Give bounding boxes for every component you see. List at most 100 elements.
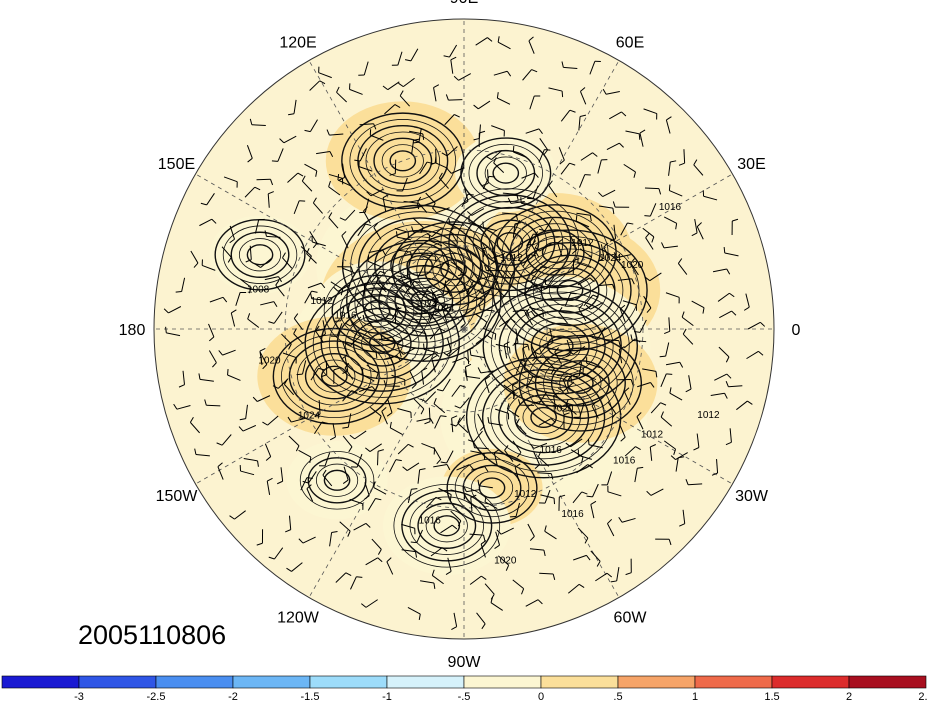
wind-barb	[358, 166, 373, 172]
wind-barb-flag	[422, 133, 425, 140]
wind-barb-flag	[441, 547, 448, 552]
wind-barb-flag	[301, 175, 306, 182]
longitude-label: 60W	[614, 610, 648, 627]
wind-barb-flag	[288, 343, 292, 350]
wind-barb-flag	[596, 561, 601, 567]
wind-barb-flag	[514, 463, 521, 468]
wind-barb-flag	[382, 85, 389, 91]
wind-barb-flag	[449, 494, 452, 501]
wind-barb	[471, 466, 485, 471]
wind-barb-flag	[417, 196, 422, 203]
wind-barb	[650, 402, 661, 414]
wind-barb-flag	[586, 555, 591, 561]
wind-barb	[425, 192, 436, 204]
wind-barb-flag	[328, 212, 333, 218]
wind-barb-flag	[262, 421, 268, 426]
wind-barb	[619, 308, 626, 323]
wind-barb-flag	[366, 191, 372, 197]
wind-barb-flag	[473, 137, 480, 141]
wind-barb-flag	[340, 289, 344, 296]
wind-barb	[414, 312, 429, 315]
wind-barb	[280, 467, 284, 482]
wind-barb	[522, 348, 525, 363]
wind-barb-flag	[729, 292, 735, 298]
wind-barb-flag	[333, 367, 340, 371]
wind-barb	[378, 336, 393, 341]
wind-barb	[607, 401, 617, 414]
wind-barb	[606, 471, 613, 485]
wind-barb-flag	[395, 231, 398, 238]
wind-barb-flag	[440, 415, 447, 417]
wind-barb-flag	[486, 334, 493, 340]
wind-barb-flag	[396, 355, 401, 362]
wind-barb-flag	[538, 128, 543, 134]
wind-barb	[359, 123, 374, 126]
wind-barb-flag	[287, 416, 292, 423]
wind-barb-flag	[492, 275, 497, 281]
contour-value-label: 1012	[571, 238, 594, 249]
wind-barb-flag	[571, 249, 578, 255]
wind-barb	[497, 41, 511, 50]
wind-barb	[435, 162, 449, 169]
wind-barb	[344, 356, 349, 371]
wind-barb	[300, 246, 312, 257]
wind-barb-flag	[646, 490, 652, 496]
wind-barb	[523, 284, 534, 296]
wind-barb-flag	[275, 279, 280, 286]
wind-barb-flag	[639, 129, 646, 134]
isobar-line	[433, 515, 461, 537]
wind-barb	[244, 186, 256, 198]
wind-barb-flag	[311, 290, 318, 293]
wind-barb-flag	[365, 223, 372, 227]
wind-barb	[573, 554, 587, 561]
wind-barb-flag	[482, 246, 489, 250]
wind-barb	[668, 317, 671, 332]
wind-barb-flag	[428, 286, 435, 290]
wind-barb-flag	[726, 373, 732, 379]
isobar-line	[500, 236, 640, 345]
longitude-label: 150E	[158, 156, 195, 173]
wind-barb-flag	[585, 304, 591, 310]
wind-barb	[446, 146, 458, 157]
wind-barb-flag	[573, 375, 580, 378]
wind-barb	[409, 130, 423, 135]
wind-barb	[446, 338, 452, 352]
wind-barb-flag	[377, 549, 382, 555]
contour-value-label: 1016	[561, 509, 584, 520]
wind-barb	[401, 523, 415, 529]
wind-barb-flag	[443, 352, 450, 357]
wind-barb-flag	[440, 461, 447, 464]
wind-barb-flag	[439, 328, 446, 332]
isobar-line	[567, 372, 594, 394]
wind-barb	[397, 236, 412, 241]
isobar-line	[465, 356, 622, 479]
wind-barb-flag	[364, 495, 370, 500]
wind-barb-flag	[389, 173, 396, 176]
wind-barb	[442, 378, 451, 392]
wind-barb	[417, 469, 421, 484]
wind-barb-flag	[285, 529, 291, 533]
wind-barb-flag	[312, 197, 317, 204]
wind-barb-flag	[544, 149, 551, 151]
wind-barb	[590, 504, 595, 519]
wind-barb-flag	[479, 425, 485, 431]
wind-barb	[251, 124, 266, 126]
wind-barb	[539, 572, 554, 575]
isobar-line	[550, 360, 610, 407]
wind-barb	[407, 607, 421, 615]
wind-barb	[688, 375, 692, 390]
wind-barb-flag	[247, 313, 251, 320]
wind-barb-flag	[457, 520, 462, 527]
wind-barb	[616, 567, 620, 582]
wind-barb-flag	[445, 261, 451, 268]
colorbar-swatch	[617, 675, 696, 689]
wind-barb	[361, 374, 375, 382]
wind-barb	[600, 244, 605, 259]
wind-barb	[324, 452, 331, 467]
wind-barb	[313, 202, 323, 214]
wind-barb	[322, 320, 326, 335]
wind-barb-flag	[541, 266, 548, 269]
wind-barb-flag	[586, 495, 593, 498]
wind-barb	[181, 277, 186, 292]
wind-barb	[524, 313, 534, 326]
